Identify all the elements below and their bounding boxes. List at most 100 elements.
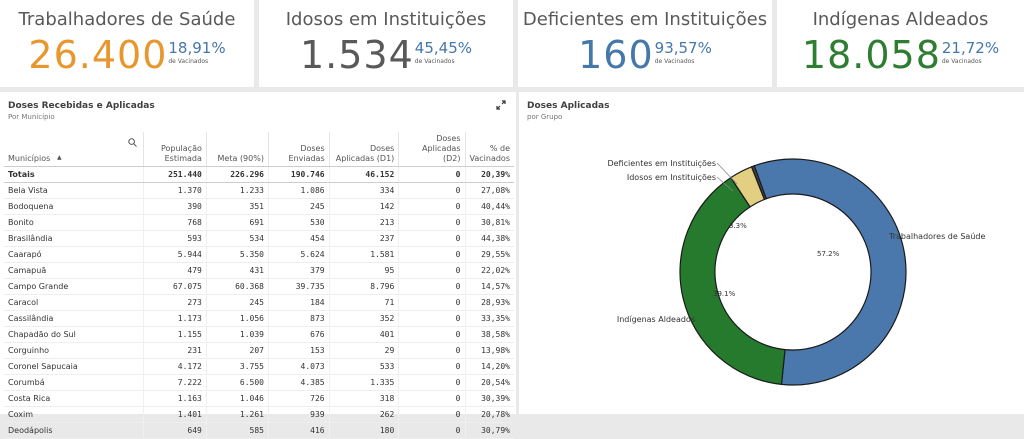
panel-title: Doses Recebidas e Aplicadas [8, 101, 155, 111]
table-cell: 46.152 [328, 166, 399, 183]
table-row[interactable]: Costa Rica 1.163 1.046 726 318 0 30,39% [4, 390, 514, 407]
table-cell: 1.335 [328, 374, 399, 391]
table-row[interactable]: Brasilândia 593 534 454 237 0 44,38% [4, 230, 514, 247]
table-row[interactable]: Chapadão do Sul 1.155 1.039 676 401 0 38,58% [4, 326, 514, 343]
cell-municipio: Costa Rica [4, 390, 144, 407]
table-row[interactable]: Coronel Sapucaia 4.172 3.755 4.073 533 0 14,20… [4, 358, 514, 375]
totals-row[interactable]: Totais 251.440 226.296 190.746 46.152 0 20,39% [4, 166, 514, 183]
kpi-sub: de Vacinados [654, 58, 695, 65]
table-cell: 1.056 [205, 310, 269, 327]
table-row[interactable]: Corguinho 231 207 153 29 0 13,98% [4, 342, 514, 359]
table-cell: 416 [267, 422, 330, 439]
table-cell: 20,78% [464, 406, 514, 423]
header-enviadas[interactable]: Doses Enviadas [267, 132, 330, 167]
table-cell: 22,02% [464, 262, 514, 279]
table-cell: 0 [398, 310, 465, 327]
table-row[interactable]: Caracol 273 245 184 71 0 28,93% [4, 294, 514, 311]
table-row[interactable]: Caarapó 5.944 5.350 5.624 1.581 0 29,55% [4, 246, 514, 263]
table-cell: 530 [267, 214, 330, 231]
table-cell: 0 [398, 166, 465, 183]
slice-label: Idosos em Instituições [627, 173, 716, 182]
kpi-title: Idosos em Instituições [285, 9, 487, 30]
slice-value-label: 3.3% [729, 222, 747, 230]
table-cell: 153 [267, 342, 330, 359]
table-cell: 14,20% [464, 358, 514, 375]
table-cell: 5.624 [267, 246, 330, 263]
table-row[interactable]: Corumbá 7.222 6.500 4.385 1.335 0 20,54% [4, 374, 514, 391]
table-row[interactable]: Bodoquena 390 351 245 142 0 40,44% [4, 198, 514, 215]
slice-label: Trabalhadores de Saúde [888, 232, 985, 241]
table-row[interactable]: Bela Vista 1.370 1.233 1.086 334 0 27,08% [4, 182, 514, 199]
table-cell: 6.500 [205, 374, 269, 391]
table-cell: 190.746 [267, 166, 330, 183]
table-cell: 1.401 [142, 406, 207, 423]
table-cell: 1.155 [142, 326, 207, 343]
table-cell: 318 [328, 390, 399, 407]
expand-icon[interactable] [496, 100, 506, 113]
table-cell: 1.086 [267, 182, 330, 199]
table-cell: 20,39% [464, 166, 514, 183]
donut-slice[interactable] [679, 176, 786, 386]
table-cell: 676 [267, 326, 330, 343]
table-cell: 38,58% [464, 326, 514, 343]
header-vacinados[interactable]: % de Vacinados [464, 132, 514, 167]
kpi-percent: 45,45% [414, 39, 472, 57]
kpi-card-idosos[interactable]: Idosos em Instituições 1.534 45,45% de V… [259, 0, 513, 87]
table-cell: 207 [205, 342, 269, 359]
kpi-percent: 21,72% [941, 39, 1000, 57]
table-row[interactable]: Bonito 768 691 530 213 0 30,81% [4, 214, 514, 231]
table-cell: 245 [267, 198, 330, 215]
slice-value-label: 39.1% [713, 290, 736, 298]
kpi-sub: de Vacinados [414, 58, 455, 65]
table-row[interactable]: Campo Grande 67.075 60.368 39.735 8.796 0 14,5… [4, 278, 514, 295]
table-cell: 1.233 [205, 182, 269, 199]
table-cell: 390 [142, 198, 207, 215]
table-row[interactable]: Cassilândia 1.173 1.056 873 352 0 33,35% [4, 310, 514, 327]
table-cell: 649 [142, 422, 207, 439]
search-icon[interactable] [128, 138, 137, 150]
table-cell: 351 [205, 198, 269, 215]
doses-table: Municípios ▲ População Estimada Meta (90… [4, 132, 514, 439]
leader-line [716, 176, 734, 192]
table-cell: 180 [328, 422, 399, 439]
table-cell: 334 [328, 182, 399, 199]
kpi-card-trabalhadores[interactable]: Trabalhadores de Saúde 26.400 18,91% de … [0, 0, 254, 87]
table-cell: 226.296 [205, 166, 269, 183]
table-cell: 0 [398, 230, 465, 247]
table-cell: 251.440 [142, 166, 207, 183]
kpi-percent: 93,57% [654, 39, 712, 57]
table-cell: 0 [398, 294, 465, 311]
kpi-card-indigenas[interactable]: Indígenas Aldeados 18.058 21,72% de Vaci… [777, 0, 1024, 87]
table-cell: 939 [267, 406, 330, 423]
cell-municipio: Brasilândia [4, 230, 144, 247]
cell-municipio: Bela Vista [4, 182, 144, 199]
table-cell: 0 [398, 406, 465, 423]
table-cell: 0 [398, 326, 465, 343]
table-cell: 213 [328, 214, 399, 231]
table-cell: 352 [328, 310, 399, 327]
table-cell: 0 [398, 342, 465, 359]
table-cell: 44,38% [464, 230, 514, 247]
table-cell: 726 [267, 390, 330, 407]
table-row[interactable]: Deodápolis 649 585 416 180 0 30,79% [4, 422, 514, 439]
header-aplicadas-d1[interactable]: Doses Aplicadas (D1) [328, 132, 399, 167]
table-cell: 0 [398, 390, 465, 407]
table-row[interactable]: Coxim 1.401 1.261 939 262 0 20,78% [4, 406, 514, 423]
kpi-value: 160 [578, 33, 654, 77]
header-municipios[interactable]: Municípios ▲ [4, 132, 144, 167]
donut-slice[interactable] [753, 158, 907, 386]
header-aplicadas-d2[interactable]: Doses Aplicadas (D2) [398, 132, 465, 167]
table-cell: 1.039 [205, 326, 269, 343]
table-cell: 95 [328, 262, 399, 279]
table-cell: 431 [205, 262, 269, 279]
kpi-value: 18.058 [801, 33, 941, 77]
table-cell: 0 [398, 374, 465, 391]
table-row[interactable]: Camapuã 479 431 379 95 0 22,02% [4, 262, 514, 279]
kpi-sub: de Vacinados [941, 58, 982, 65]
kpi-card-deficientes[interactable]: Deficientes em Instituições 160 93,57% d… [518, 0, 772, 87]
sort-asc-icon[interactable]: ▲ [57, 154, 62, 161]
cell-municipio: Campo Grande [4, 278, 144, 295]
header-meta[interactable]: Meta (90%) [205, 132, 269, 167]
header-populacao[interactable]: População Estimada [142, 132, 207, 167]
donut-slice[interactable] [750, 165, 768, 201]
